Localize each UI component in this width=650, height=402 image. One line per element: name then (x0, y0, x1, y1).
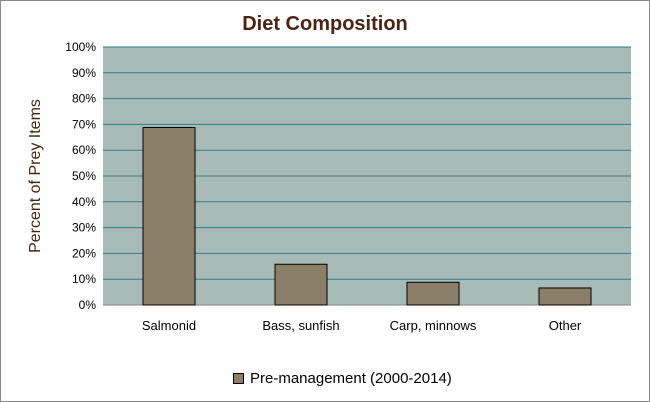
legend-label: Pre-management (2000-2014) (250, 369, 452, 387)
y-tick-label: 60% (72, 143, 96, 157)
y-tick-label: 10% (72, 272, 96, 286)
y-tick-label: 90% (72, 66, 96, 80)
bar (142, 126, 196, 306)
y-tick-label: 100% (65, 40, 96, 54)
chart-title: Diet Composition (242, 13, 408, 35)
y-tick-label: 50% (72, 169, 96, 183)
y-tick-label: 20% (72, 246, 96, 260)
x-tick-label: Other (549, 318, 582, 333)
y-tick-label: 30% (72, 221, 96, 235)
y-tick-label: 70% (72, 117, 96, 131)
bar (538, 287, 592, 306)
x-tick-label: Salmonid (142, 318, 196, 333)
y-tick-label: 80% (72, 92, 96, 106)
x-tick-label: Bass, sunfish (262, 318, 339, 333)
legend-swatch (233, 372, 244, 384)
bar (406, 281, 460, 306)
y-tick-label: 40% (72, 195, 96, 209)
y-tick-label: 0% (79, 298, 97, 312)
x-tick-label: Carp, minnows (390, 318, 477, 333)
bar (274, 263, 328, 306)
legend: Pre-management (2000-2014) (233, 368, 452, 388)
